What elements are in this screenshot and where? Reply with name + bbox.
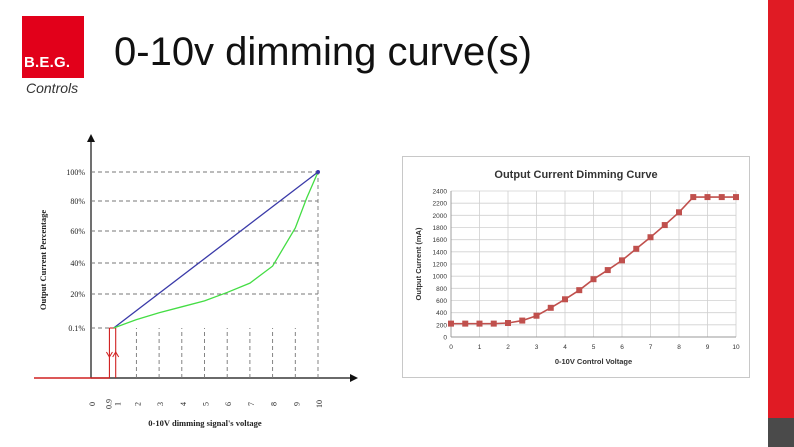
data-point-marker: [690, 194, 697, 201]
y-tick-label: 2000: [433, 213, 448, 220]
logo-subtitle: Controls: [26, 80, 79, 96]
x-tick-label: 0.9: [104, 399, 113, 409]
x-tick-label: 6: [620, 344, 624, 351]
y-tick-label: 40%: [70, 259, 85, 268]
data-point-marker: [604, 267, 611, 274]
y-tick-label: 800: [436, 286, 447, 293]
data-point-marker: [676, 209, 682, 216]
y-tick-label: 0.1%: [68, 324, 85, 333]
x-tick-label: 0: [449, 344, 453, 351]
data-point-marker: [490, 320, 497, 327]
data-point-marker: [505, 320, 511, 327]
y-tick-label: 1400: [433, 249, 448, 256]
chart-output-current: Output Current Dimming Curve020040060080…: [402, 156, 750, 378]
x-tick-label: 9: [292, 402, 301, 406]
x-tick-label: 2: [506, 344, 510, 351]
arrow-down-marker: [106, 351, 113, 358]
y-tick-label: 400: [436, 310, 447, 317]
data-point-marker: [704, 194, 711, 201]
data-point-marker: [661, 222, 668, 229]
y-tick-label: 1600: [433, 237, 448, 244]
y-tick-label: 80%: [70, 197, 85, 206]
page-title: 0-10v dimming curve(s): [114, 30, 532, 74]
data-point-marker: [619, 257, 625, 264]
data-point-marker: [590, 276, 597, 283]
x-tick-label: 8: [270, 402, 279, 406]
x-tick-label: 0: [88, 402, 97, 406]
data-point-marker: [533, 312, 540, 319]
sidebar-footer-block: [768, 418, 794, 447]
linear-series-line: [113, 171, 319, 329]
y-tick-label: 0: [443, 335, 447, 342]
data-point-marker: [647, 234, 654, 241]
y-tick-label: 1800: [433, 225, 448, 232]
y-tick-label: 200: [436, 322, 447, 329]
x-tick-label: 3: [535, 344, 539, 351]
chart-title: Output Current Dimming Curve: [494, 169, 657, 181]
data-point-marker: [448, 320, 454, 327]
chart-frame: [402, 156, 750, 378]
logo-text: B.E.G.: [24, 54, 71, 71]
data-point-marker: [633, 245, 640, 252]
data-point-marker: [476, 320, 483, 327]
x-tick-label: 6: [224, 402, 233, 406]
x-axis-arrow: [350, 374, 358, 382]
data-point-marker: [462, 320, 469, 327]
x-tick-label: 5: [592, 344, 596, 351]
x-tick-label: 5: [202, 402, 211, 406]
y-tick-label: 1200: [433, 262, 448, 269]
chart-percentage-curve: 0.1% 20% 40% 60% 80% 100% 0 0.9 1 2 3 4 5 6 7 8 9 10 0-10V…: [34, 134, 358, 428]
x-tick-label: 7: [649, 344, 653, 351]
curve-series-line: [113, 171, 319, 329]
data-point-marker: [576, 287, 583, 294]
arrow-up-marker: [112, 351, 120, 358]
x-axis-title: 0-10V dimming signal's voltage: [148, 418, 262, 428]
x-tick-label: 10: [315, 400, 324, 408]
y-tick-label: 2200: [433, 201, 448, 208]
x-tick-label: 3: [156, 402, 165, 406]
y-tick-label: 60%: [70, 227, 85, 236]
y-axis-title: Output Current (mA): [414, 227, 423, 300]
x-tick-label: 7: [247, 402, 256, 406]
y-tick-label: 1000: [433, 274, 448, 281]
x-tick-label: 9: [706, 344, 710, 351]
x-tick-label: 2: [133, 402, 142, 406]
y-axis-title: Output Current Percentage: [38, 210, 48, 310]
x-tick-label: 1: [114, 402, 123, 406]
data-point-marker: [519, 317, 526, 324]
x-tick-label: 4: [179, 402, 188, 406]
data-point-marker: [547, 304, 554, 311]
x-tick-label: 8: [677, 344, 681, 351]
brand-logo: B.E.G. Controls: [22, 16, 86, 100]
data-point-marker: [733, 194, 739, 201]
data-point-marker: [562, 296, 568, 303]
y-tick-label: 20%: [70, 290, 85, 299]
accent-sidebar: [768, 0, 794, 418]
y-axis-arrow: [87, 134, 95, 142]
y-tick-label: 600: [436, 298, 447, 305]
x-axis-title: 0-10V Control Voltage: [555, 357, 632, 366]
y-tick-label: 100%: [66, 168, 85, 177]
y-tick-label: 2400: [433, 189, 448, 196]
x-tick-label: 1: [478, 344, 482, 351]
series-endpoint: [316, 170, 320, 174]
data-point-marker: [718, 194, 725, 201]
x-tick-label: 10: [732, 344, 740, 351]
x-tick-label: 4: [563, 344, 567, 351]
logo-badge: B.E.G.: [22, 16, 84, 78]
